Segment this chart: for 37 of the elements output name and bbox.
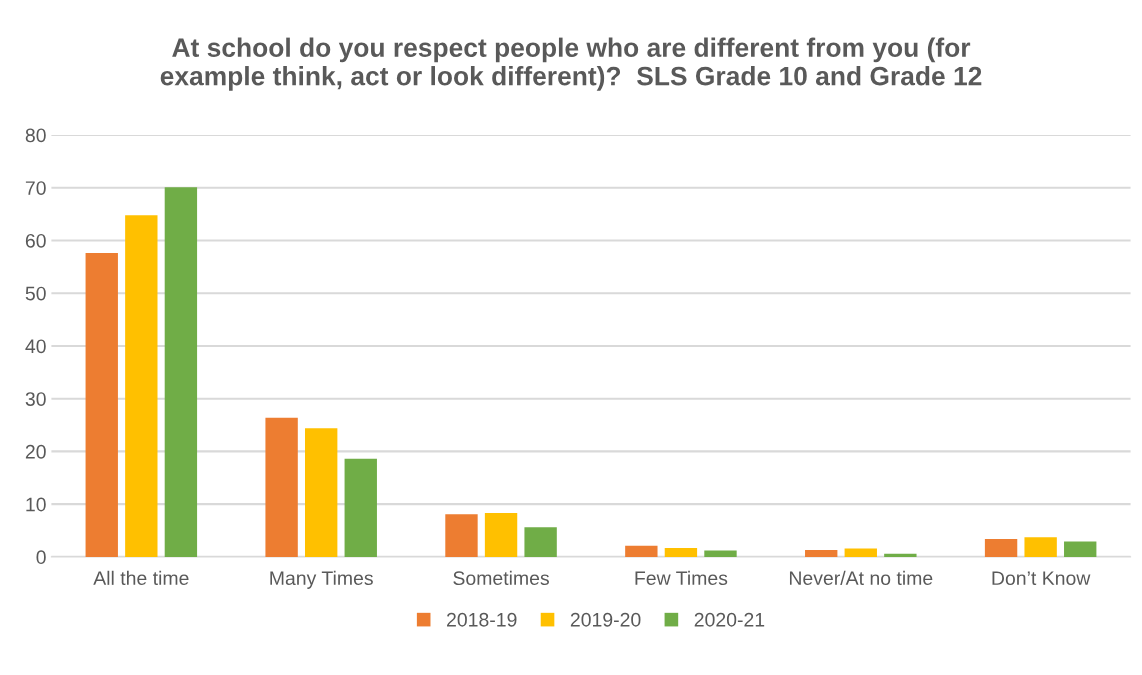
bar (85, 253, 118, 557)
y-tick-label: 60 (25, 233, 46, 248)
y-tick-label: 70 (25, 181, 46, 195)
bar (344, 458, 377, 557)
y-tick-label: 10 (26, 497, 46, 512)
y-tick-label: 50 (25, 286, 46, 301)
bar (1024, 537, 1057, 557)
x-tick-label: Never/At no time (789, 570, 933, 586)
bar (164, 187, 198, 557)
x-tick-label: Sometimes (453, 570, 549, 586)
y-tick-label: 80 (25, 128, 46, 143)
legend-label: 2018-19 (447, 612, 517, 627)
y-tick-label: 0 (36, 550, 46, 565)
x-tick-label: Many Times (270, 570, 373, 589)
bar (125, 215, 158, 557)
bar (625, 545, 658, 557)
bar (805, 550, 838, 557)
bar (704, 550, 737, 557)
bar (664, 547, 698, 557)
x-tick-label: Few Times (635, 570, 728, 586)
bar (844, 548, 877, 557)
bar (524, 527, 557, 557)
bar (484, 513, 518, 557)
legend-label: 2019-20 (570, 612, 641, 627)
chart-title: At school do you respect people who are different from you (for example think, act or look different)? SLS Grade 10 and Grade 12 (160, 37, 982, 91)
x-tick-label: Don’t Know (992, 571, 1091, 586)
legend-label: 2020-21 (694, 612, 765, 627)
bar (884, 553, 917, 557)
bar (1064, 541, 1097, 557)
y-tick-label: 40 (25, 339, 46, 354)
y-tick-label: 20 (25, 444, 46, 459)
x-tick-label: All the time (93, 570, 189, 586)
bar (445, 514, 478, 557)
bar (265, 417, 298, 557)
bar (984, 538, 1018, 557)
y-tick-label: 30 (25, 392, 46, 406)
bar (305, 428, 338, 557)
